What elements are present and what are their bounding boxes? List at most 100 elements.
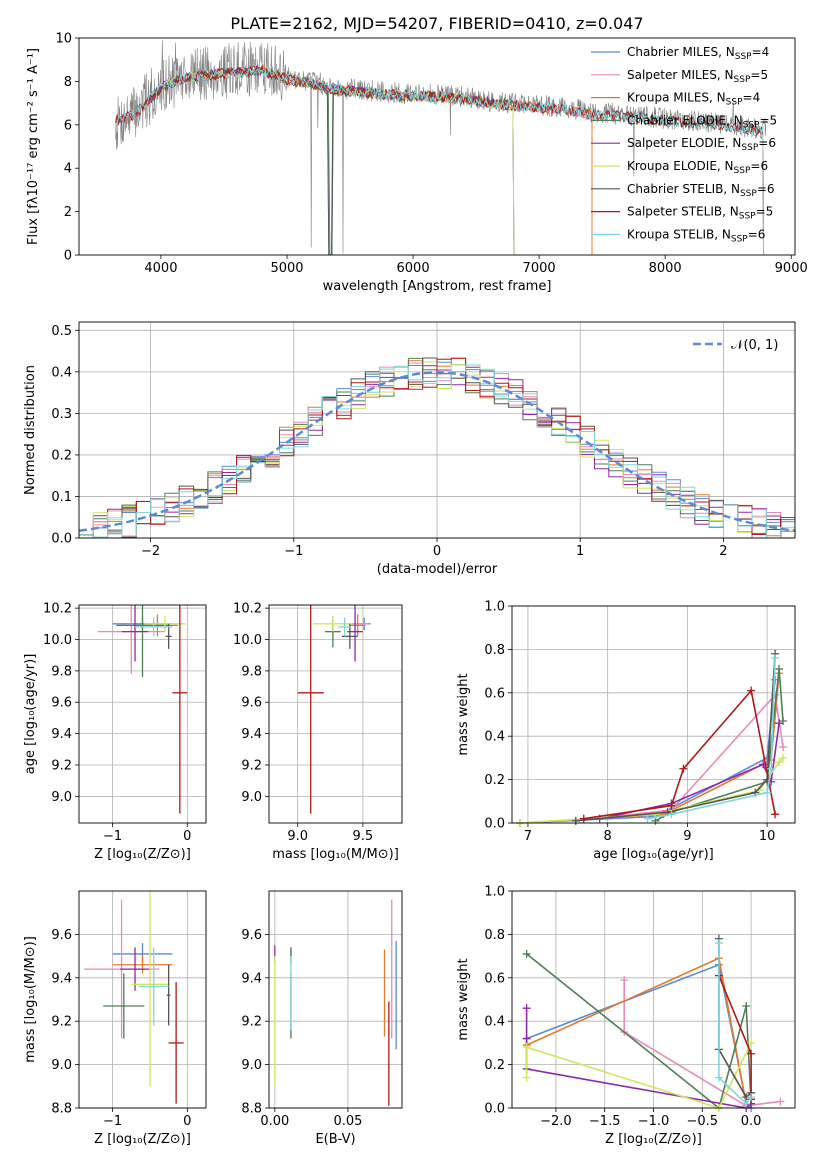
y-tick-label: 0.0 (484, 1102, 505, 1117)
weight-marker (522, 949, 531, 958)
x-axis-label: Z [log₁₀(Z/Z⊙)] (94, 1132, 191, 1147)
y-axis-label: mass weight (456, 958, 471, 1040)
axes-frame (268, 604, 403, 824)
y-tick-label: 9.8 (241, 664, 262, 679)
x-tick-label: 9.0 (287, 829, 308, 844)
y-tick-label: 9.6 (51, 928, 72, 943)
legend-text: Chabrier ELODIE, N (627, 113, 743, 127)
x-tick-label: −1 (103, 1114, 122, 1129)
weight-marker (522, 1043, 531, 1052)
weight-line (526, 953, 752, 1108)
weight-line (623, 980, 781, 1107)
x-tick-label: 8000 (649, 261, 682, 276)
y-tick-label: 9.0 (241, 790, 262, 805)
legend-label: Chabrier ELODIE, NSSP=5 (627, 113, 777, 130)
legend-text: Salpeter ELODIE, N (627, 136, 741, 150)
x-tick-label: 6000 (397, 261, 430, 276)
y-tick-label: 9.2 (51, 758, 72, 773)
mass-vs-extinction-panel: 0.00 0.05 8.8 9.0 9.2 9.4 9.6 E(B-V) (241, 890, 403, 1147)
weight-marker (742, 1002, 751, 1011)
x-tick-label: 2 (719, 544, 727, 559)
x-axis-label: E(B-V) (315, 1132, 355, 1147)
legend-count: =5 (759, 113, 777, 127)
y-tick-label: 0.3 (51, 407, 72, 422)
weight-line (519, 673, 780, 823)
x-tick-label: 7 (524, 829, 532, 844)
weight-marker (522, 1073, 531, 1082)
x-tick-label: 5000 (270, 261, 303, 276)
axes-frame (78, 321, 796, 539)
legend-label: Kroupa ELODIE, NSSP=6 (627, 159, 768, 176)
mass-weight-vs-metallicity-panel: −2.0 −1.5 −1.0 −0.5 0.0 0.0 0.2 0.4 0.6 0.8 1.0 Z [… (456, 885, 796, 1147)
weight-marker (775, 719, 784, 728)
weight-marker (763, 788, 772, 797)
x-tick-label: −2 (141, 544, 160, 559)
axes-frame (78, 604, 207, 824)
legend-text: Salpeter MILES, N (627, 68, 734, 82)
axes-frame (268, 890, 403, 1109)
y-axis-label: mass weight (456, 673, 471, 755)
y-tick-label: 9.4 (241, 727, 262, 742)
axes-frame (511, 890, 796, 1109)
legend-count: =6 (750, 159, 768, 173)
x-tick-label: −1 (284, 544, 303, 559)
x-axis-label: mass [log₁₀(M/M⊙)] (272, 847, 399, 862)
weight-marker (643, 814, 652, 823)
y-tick-label: 0.2 (484, 1058, 505, 1073)
normal-reference-curve (79, 371, 795, 532)
x-axis-label: Z [log₁₀(Z/Z⊙)] (94, 847, 191, 862)
weight-marker (667, 801, 676, 810)
weight-marker (522, 1034, 531, 1043)
age-vs-metallicity-panel: −1 0 9.0 9.2 9.4 9.6 9.8 10.0 10.2 Z [log₁₀(Z/Z⊙)… (23, 602, 207, 862)
axes-frame (78, 890, 207, 1109)
spectrum-panel: 4000 5000 6000 7000 8000 9000 0 2 4 6 8 10 wavelengt… (26, 32, 808, 295)
y-tick-label: 9.6 (241, 696, 262, 711)
y-axis-label: Flux [fλ10⁻¹⁷ erg cm⁻² s⁻¹ A⁻¹] (26, 48, 41, 245)
y-tick-label: 10 (55, 32, 72, 47)
legend-subscript: SSP (743, 120, 760, 130)
y-tick-label: 0.2 (484, 773, 505, 788)
x-tick-label: 0 (183, 829, 191, 844)
weight-marker (714, 939, 723, 948)
y-tick-label: 0 (64, 249, 72, 264)
y-tick-label: 2 (64, 205, 72, 220)
weight-marker (775, 664, 784, 673)
weight-line (718, 975, 752, 1100)
x-tick-label: −0.5 (687, 1114, 719, 1129)
weight-marker (776, 1097, 785, 1106)
legend-text: Chabrier MILES, N (627, 45, 735, 59)
legend-label: Salpeter ELODIE, NSSP=6 (627, 136, 776, 153)
y-tick-label: 10.0 (233, 633, 262, 648)
x-tick-label: 0.00 (260, 1114, 289, 1129)
y-tick-label: 0.1 (51, 490, 72, 505)
weight-marker (747, 1038, 756, 1047)
legend-label: Chabrier MILES, NSSP=4 (627, 45, 769, 62)
legend-count: =5 (756, 205, 774, 219)
y-tick-label: 4 (64, 162, 72, 177)
x-tick-label: 10 (759, 829, 776, 844)
x-tick-label: 4000 (144, 261, 177, 276)
legend-subscript: SSP (731, 234, 748, 244)
age-vs-mass-panel: 9.0 9.5 9.0 9.2 9.4 9.6 9.8 10.0 10.2 mass [log₁₀… (233, 602, 403, 862)
y-tick-label: 1.0 (484, 600, 505, 615)
x-tick-label: 9 (683, 829, 691, 844)
y-tick-label: 9.0 (51, 790, 72, 805)
legend-label: Chabrier STELIB, NSSP=6 (627, 182, 775, 199)
y-tick-label: 6 (64, 118, 72, 133)
legend-label: Salpeter MILES, NSSP=5 (627, 68, 768, 85)
y-tick-label: 0.2 (51, 448, 72, 463)
weight-marker (771, 654, 780, 663)
y-tick-label: 9.0 (241, 1058, 262, 1073)
axes-frame (78, 37, 796, 256)
mass-weight-vs-age-panel: 7 8 9 10 0.0 0.2 0.4 0.6 0.8 1.0 age [log₁₀(age/yr… (456, 600, 796, 862)
y-tick-label: 9.2 (241, 1015, 262, 1030)
y-tick-label: 0.6 (484, 971, 505, 986)
x-axis-label: wavelength [Angstrom, rest frame] (323, 279, 552, 294)
legend-count: =5 (750, 68, 768, 82)
weight-marker (742, 1099, 751, 1108)
legend-count: =4 (743, 91, 761, 105)
y-tick-label: 9.4 (51, 727, 72, 742)
weight-marker (775, 758, 784, 767)
y-tick-label: 1.0 (484, 885, 505, 900)
x-tick-label: 1 (576, 544, 584, 559)
